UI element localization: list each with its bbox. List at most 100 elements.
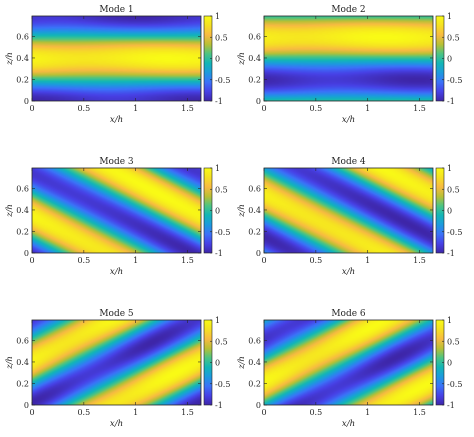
colorbar-tick-label: 1	[215, 164, 220, 173]
colorbar-tick-label: 0	[215, 359, 220, 368]
x-tick-label: 1	[365, 408, 370, 417]
colorbar-tick-label: 0	[447, 55, 452, 64]
axes-frame	[31, 167, 202, 254]
x-tick-label: 0	[261, 256, 266, 265]
x-axis-label: x/h	[342, 419, 355, 429]
y-tick-label: 0.4	[16, 206, 29, 215]
colorbar-tick-label: -0.5	[215, 228, 230, 237]
colorbar-tick-label: 0	[447, 207, 452, 216]
axes-frame	[263, 167, 434, 254]
y-tick-label: 0.4	[16, 54, 29, 63]
y-tick-label: 0.4	[248, 358, 261, 367]
colorbar-tick-label: -1	[447, 97, 455, 106]
subplot-mode-4: 0 0.5 1 1.5 0 0.2 0.4 0.6 Mode 4 x/h z/h -1 -0.5 0 0.5…	[237, 157, 462, 277]
x-tick-label: 0.5	[309, 104, 322, 113]
subplot-mode-5: 0 0.5 1 1.5 0 0.2 0.4 0.6 Mode 5 x/h z/h -1 -0.5 0 0.5…	[5, 309, 230, 429]
y-tick-label: 0.2	[248, 379, 261, 388]
x-tick-label: 1	[365, 104, 370, 113]
x-tick-label: 1	[133, 256, 138, 265]
subplot-mode-3: 0 0.5 1 1.5 0 0.2 0.4 0.6 Mode 3 x/h z/h -1 -0.5 0 0.5…	[5, 157, 230, 277]
x-tick-label: 1.5	[181, 256, 194, 265]
colorbar-tick-label: 0.5	[447, 33, 460, 42]
axes-frame	[263, 319, 434, 406]
x-tick-label: 1.5	[413, 104, 426, 113]
y-tick-label: 0.6	[16, 336, 29, 345]
colorbar-tick-label: -1	[215, 97, 223, 106]
x-tick-label: 1	[365, 256, 370, 265]
x-tick-label: 1.5	[181, 408, 194, 417]
x-axis-label: x/h	[110, 419, 123, 429]
heatmap-field	[264, 320, 433, 405]
x-tick-label: 0.5	[77, 408, 90, 417]
colorbar-tick-label: 1	[447, 164, 452, 173]
colorbar-tick-label: 0	[215, 55, 220, 64]
colorbar-tick-label: 1	[215, 316, 220, 325]
y-tick-label: 0.2	[16, 379, 29, 388]
y-tick-label: 0.4	[16, 358, 29, 367]
colorbar-tick-label: 0.5	[215, 337, 228, 346]
y-tick-label: 0	[24, 401, 29, 410]
y-tick-label: 0.2	[16, 227, 29, 236]
y-tick-label: 0.2	[248, 75, 261, 84]
colorbar-tick-label: 0.5	[215, 185, 228, 194]
subplot-mode-1: 0 0.5 1 1.5 0 0.2 0.4 0.6 Mode 1 x/h z/h -1 -0.5 0 0.5…	[5, 5, 230, 125]
colorbar-tick-label: -1	[447, 401, 455, 410]
x-tick-label: 1	[133, 104, 138, 113]
x-tick-label: 0	[29, 256, 34, 265]
colorbar-tick-label: -1	[447, 249, 455, 258]
x-tick-label: 0	[29, 104, 34, 113]
heatmap-field	[264, 16, 433, 101]
x-tick-label: 1.5	[413, 408, 426, 417]
x-axis-label: x/h	[110, 267, 123, 277]
x-tick-label: 0	[261, 408, 266, 417]
x-tick-label: 1.5	[413, 256, 426, 265]
x-axis-label: x/h	[110, 115, 123, 125]
colorbar-tick-label: -0.5	[447, 228, 462, 237]
colorbar-tick-label: 1	[215, 12, 220, 21]
y-tick-label: 0.6	[16, 184, 29, 193]
subplot-title: Mode 3	[99, 157, 134, 167]
y-tick-label: 0	[24, 249, 29, 258]
colorbar-tick-label: 0.5	[215, 33, 228, 42]
y-tick-label: 0.6	[16, 32, 29, 41]
y-axis-label: z/h	[5, 52, 15, 66]
colorbar-tick-label: 0	[447, 359, 452, 368]
y-tick-label: 0	[24, 97, 29, 106]
y-tick-label: 0	[256, 249, 261, 258]
y-axis-label: z/h	[5, 204, 15, 218]
y-axis-label: z/h	[237, 356, 247, 370]
subplot-title: Mode 6	[331, 309, 366, 319]
axes-frame	[31, 319, 202, 406]
colorbar-tick-label: -0.5	[215, 380, 230, 389]
y-tick-label: 0.4	[248, 206, 261, 215]
subplot-title: Mode 4	[331, 157, 366, 167]
axes-frame	[263, 15, 434, 102]
y-axis-label: z/h	[237, 204, 247, 218]
y-tick-label: 0.4	[248, 54, 261, 63]
x-axis-label: x/h	[342, 267, 355, 277]
x-tick-label: 1	[133, 408, 138, 417]
y-tick-label: 0	[256, 97, 261, 106]
colorbar-tick-label: 0.5	[447, 185, 460, 194]
heatmap-field	[32, 16, 201, 101]
y-axis-label: z/h	[5, 356, 15, 370]
y-tick-label: 0.2	[248, 227, 261, 236]
colorbar-tick-label: 0.5	[447, 337, 460, 346]
subplot-title: Mode 1	[99, 5, 133, 15]
colorbar-tick-label: -0.5	[447, 380, 462, 389]
x-tick-label: 0	[261, 104, 266, 113]
colorbar-tick-label: 1	[447, 12, 452, 21]
colorbar-tick-label: -1	[215, 249, 223, 258]
x-tick-label: 0.5	[309, 408, 322, 417]
x-tick-label: 0.5	[77, 256, 90, 265]
colorbar-tick-label: -1	[215, 401, 223, 410]
y-tick-label: 0.2	[16, 75, 29, 84]
x-tick-label: 1.5	[181, 104, 194, 113]
heatmap-field	[32, 168, 201, 253]
x-tick-label: 0.5	[77, 104, 90, 113]
heatmap-field	[264, 168, 433, 253]
colorbar-tick-label: 1	[447, 316, 452, 325]
subplot-title: Mode 2	[331, 5, 365, 15]
x-axis-label: x/h	[342, 115, 355, 125]
